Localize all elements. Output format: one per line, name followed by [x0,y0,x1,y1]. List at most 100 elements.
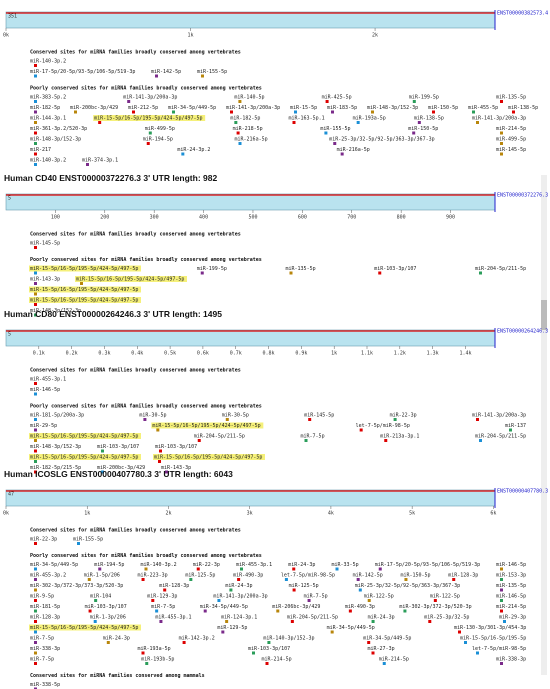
mirna-label: miR-163-5p.1 [289,116,325,122]
site-marker [464,641,467,644]
mirna-label: miR-33-5p [332,562,359,568]
site-marker [236,131,240,135]
tick-label: 600 [298,215,307,221]
site-marker [203,609,207,613]
site-marker [404,578,408,581]
site-marker [458,630,461,634]
mirna-label: miR-223-3p [138,573,168,579]
mirna-label: miR-7-5p [30,657,54,663]
site-marker [225,620,229,623]
mirna-label: miR-146-5p [496,594,526,600]
mirna-label: miR-24-3p [103,636,130,642]
label-highlight [151,422,264,429]
tick-label: 1k [188,33,194,39]
utr-bar [5,11,496,29]
mirna-label: miR-24-3p [225,583,252,589]
site-marker [307,599,311,602]
mirna-label: miR-25-3p/32-5p [424,615,469,621]
transcript-id: ENST00000372276.3 [497,193,548,199]
site-marker [500,142,503,145]
site-marker [503,620,506,623]
site-marker [34,662,37,665]
mirna-label: miR-194-5p [94,562,124,568]
site-marker [324,131,328,135]
site-marker [356,121,360,124]
mirna-label: miR-182-5p [230,116,260,122]
site-marker [34,246,37,249]
site-marker [148,131,152,135]
mirna-label: miR-15-5p/16-5p/195-5p/424-5p/497-5p [30,266,138,272]
mirna-label: miR-490-3p [345,604,375,610]
site-marker [500,588,503,592]
mirna-label: miR-142-5p [353,573,383,579]
site-marker [221,630,225,634]
mirna-label: miR-103-3p/107 [374,266,416,272]
mirna-label: miR-153-3p [496,573,526,579]
mirna-label: miR-1-3p/206 [90,615,126,621]
mirna-label: miR-204-5p/211-5p [475,434,526,440]
site-marker [371,620,375,623]
mirna-label: miR-140-5p [234,95,264,101]
tick-label: 1k [331,351,337,357]
mirna-label: miR-138-5p [508,105,538,111]
mirna-label: miR-193b-5p [141,657,174,663]
mirna-label: miR-148-3p/152-3p [367,105,418,111]
site-marker [292,588,296,592]
mirna-label: miR-135-5p [496,95,526,101]
site-marker [217,599,221,602]
label-highlight [29,297,141,303]
site-marker [86,163,89,166]
site-marker [34,392,37,396]
mirna-label: miR-194-5p [143,137,173,143]
site-marker [294,110,297,114]
transcript-id: ENST00000382573.4 [497,11,548,17]
site-marker [159,449,162,453]
mirna-label: miR-15-5p/16-5p/195-5p/424-5p/497-5p [154,455,262,461]
transcript-id: ENST00000407780.3 [497,489,548,495]
mirna-label: miR-137 [505,423,526,429]
mirna-label: miR-499-5p [145,126,175,132]
mirna-label: miR-455-3p.1 [155,615,191,621]
mirna-label: miR-25-3p/32-5p/92-5p/363-3p/367-3p [329,137,434,143]
mirna-label: miR-199-5p [197,266,227,272]
site-marker [412,131,416,135]
mirna-label: miR-216a-5p [235,137,268,143]
mirna-label: miR-146-5p [496,562,526,568]
mirna-label: miR-30-5p [222,413,249,419]
mirna-label: miR-374-3p.1 [82,158,118,164]
site-marker [289,271,293,275]
site-marker [238,142,242,145]
site-marker [98,121,102,124]
site-marker [34,567,37,571]
site-marker [34,282,37,285]
site-marker [393,418,397,421]
site-marker [500,567,503,571]
site-marker [158,460,161,463]
mirna-label: miR-141-3p/200a-3p [472,116,526,122]
site-marker [359,428,363,432]
site-marker [34,439,37,442]
tick-label: 100 [51,215,60,221]
site-marker [98,567,102,571]
mirna-label: miR-361-3p.2/520-3p [30,126,87,132]
mirna-label: miR-146-5p [30,387,60,393]
tick-label: 0k [3,33,9,39]
site-marker [34,64,37,67]
label-highlight [29,433,141,439]
mirna-label: miR-182-5p [30,105,60,111]
mirna-label: miR-34-5p/449-5p [327,625,375,631]
mirna-label: miR-129-5p [217,625,247,631]
mirna-label: miR-15-5p/16-5p/195-5p/424-5p/497-5p [30,455,138,461]
site-marker [94,599,98,602]
site-marker [144,567,148,571]
scroll-thumb[interactable] [541,300,547,330]
mirna-label: miR-206bc-3p/429 [272,604,320,610]
mirna-label: miR-125-5p [185,573,215,579]
site-marker [382,662,386,665]
site-marker [476,651,479,655]
mirna-label: miR-214-5p [496,126,526,132]
mirna-label: miR-30-5p [139,413,166,419]
site-marker [189,578,193,581]
mirna-label: miR-22-3p [30,537,57,543]
mirna-label: miR-140-3p.2 [30,59,66,65]
